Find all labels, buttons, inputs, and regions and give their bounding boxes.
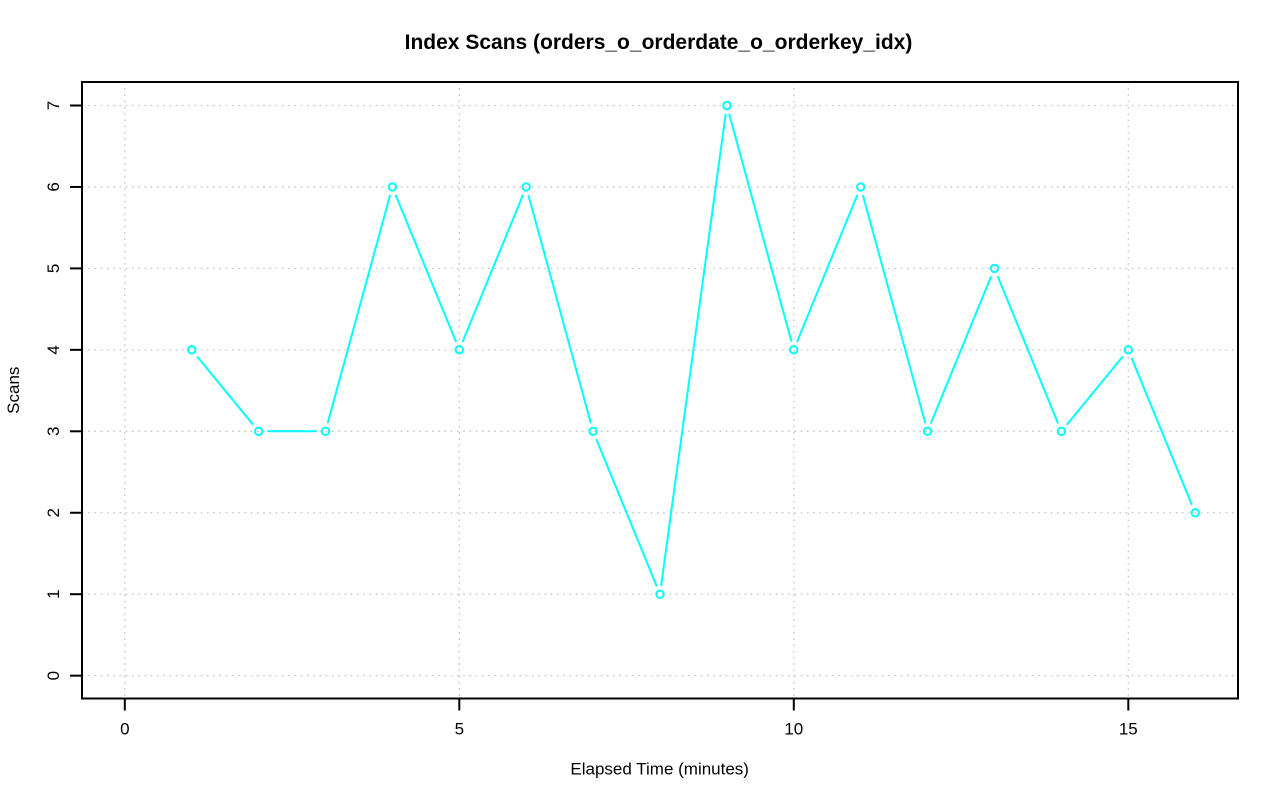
svg-text:4: 4 bbox=[44, 345, 63, 354]
svg-text:10: 10 bbox=[784, 720, 803, 739]
svg-text:0: 0 bbox=[44, 671, 63, 680]
svg-text:7: 7 bbox=[44, 101, 63, 110]
svg-text:6: 6 bbox=[44, 182, 63, 191]
svg-text:Index Scans (orders_o_orderdat: Index Scans (orders_o_orderdate_o_orderk… bbox=[405, 31, 913, 54]
svg-text:0: 0 bbox=[120, 720, 129, 739]
svg-text:5: 5 bbox=[44, 264, 63, 273]
svg-text:Elapsed Time (minutes): Elapsed Time (minutes) bbox=[570, 760, 749, 779]
svg-text:1: 1 bbox=[44, 589, 63, 598]
svg-text:Scans: Scans bbox=[4, 367, 23, 414]
svg-text:5: 5 bbox=[455, 720, 464, 739]
svg-text:3: 3 bbox=[44, 427, 63, 436]
svg-text:15: 15 bbox=[1119, 720, 1138, 739]
svg-text:2: 2 bbox=[44, 508, 63, 517]
